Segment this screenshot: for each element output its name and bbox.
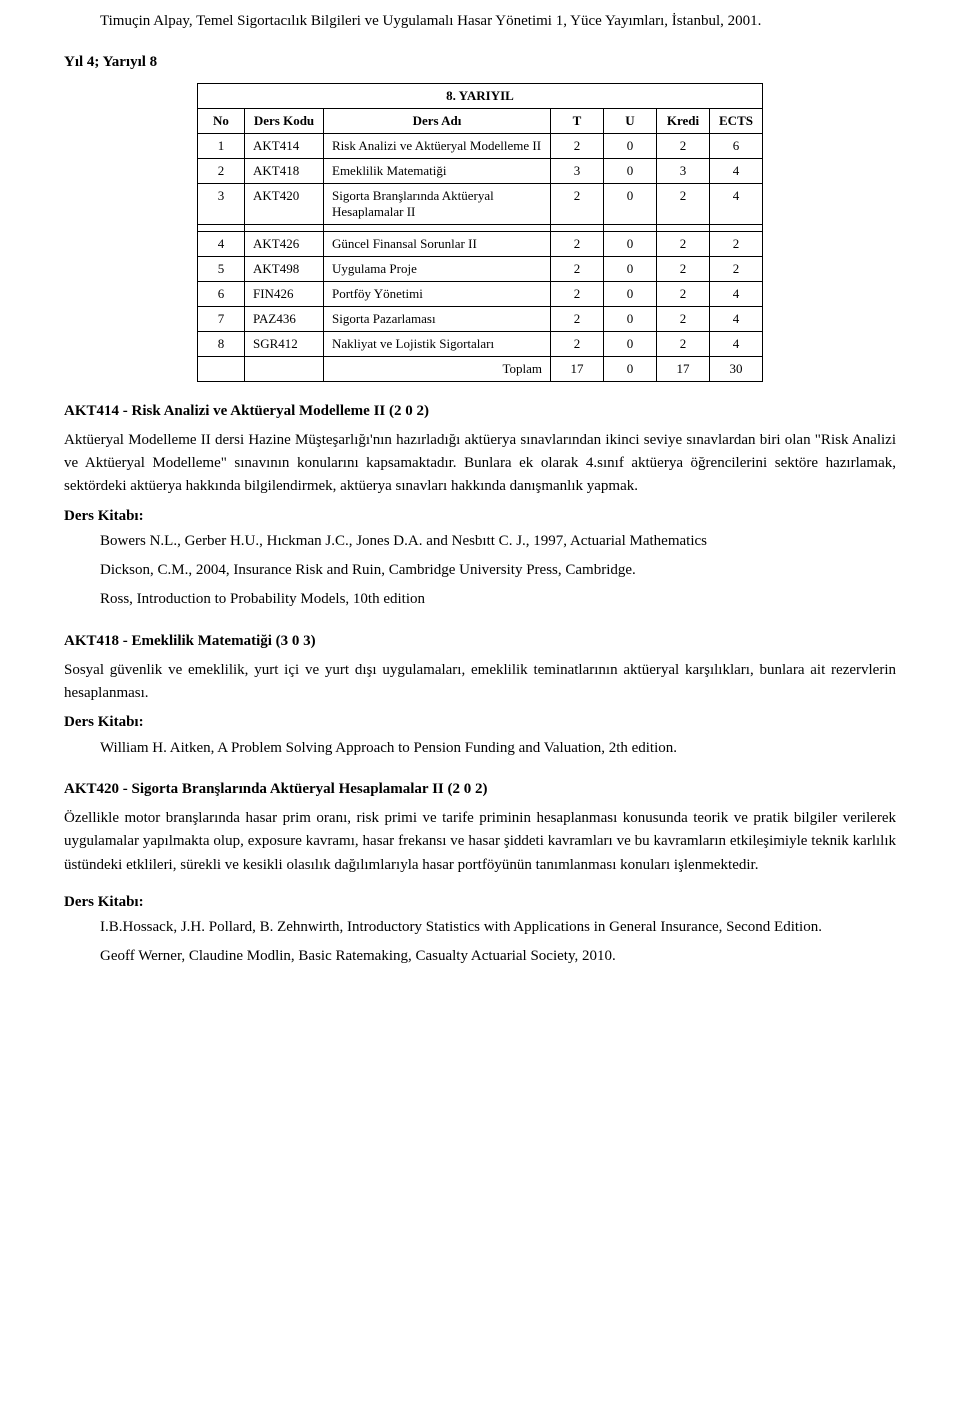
- table-row: 1 AKT414 Risk Analizi ve Aktüeryal Model…: [198, 133, 763, 158]
- intro-reference: Timuçin Alpay, Temel Sigortacılık Bilgil…: [64, 10, 896, 33]
- table-row: 7 PAZ436 Sigorta Pazarlaması 2 0 2 4: [198, 306, 763, 331]
- akt418-heading: AKT418 - Emeklilik Matematiği (3 0 3): [64, 630, 896, 653]
- akt420-kitabi-label: Ders Kitabı:: [64, 891, 896, 914]
- akt418-ref1: William H. Aitken, A Problem Solving App…: [100, 737, 896, 760]
- th-no: No: [198, 108, 245, 133]
- akt414-ref1: Bowers N.L., Gerber H.U., Hıckman J.C., …: [100, 530, 896, 553]
- table-separator: [198, 224, 763, 231]
- akt414-body: Aktüeryal Modelleme II dersi Hazine Müşt…: [64, 429, 896, 499]
- akt414-kitabi-label: Ders Kitabı:: [64, 505, 896, 528]
- akt418-kitabi-label: Ders Kitabı:: [64, 711, 896, 734]
- akt414-ref2: Dickson, C.M., 2004, Insurance Risk and …: [100, 559, 896, 582]
- akt420-body: Özellikle motor branşlarında hasar prim …: [64, 807, 896, 877]
- table-row: 3 AKT420 Sigorta Branşlarında Aktüeryal …: [198, 183, 763, 224]
- table-total-row: Toplam 17 0 17 30: [198, 356, 763, 381]
- course-table: 8. YARIYIL No Ders Kodu Ders Adı T U Kre…: [197, 83, 763, 382]
- th-u: U: [604, 108, 657, 133]
- akt414-heading: AKT414 - Risk Analizi ve Aktüeryal Model…: [64, 400, 896, 423]
- table-row: 5 AKT498 Uygulama Proje 2 0 2 2: [198, 256, 763, 281]
- akt418-body: Sosyal güvenlik ve emeklilik, yurt içi v…: [64, 659, 896, 706]
- table-header-row: No Ders Kodu Ders Adı T U Kredi ECTS: [198, 108, 763, 133]
- table-row: 4 AKT426 Güncel Finansal Sorunlar II 2 0…: [198, 231, 763, 256]
- th-kredi: Kredi: [657, 108, 710, 133]
- year-heading: Yıl 4; Yarıyıl 8: [64, 51, 896, 74]
- th-kodu: Ders Kodu: [245, 108, 324, 133]
- page: Timuçin Alpay, Temel Sigortacılık Bilgil…: [0, 0, 960, 1015]
- akt414-ref3: Ross, Introduction to Probability Models…: [100, 588, 896, 611]
- th-t: T: [551, 108, 604, 133]
- akt420-ref1: I.B.Hossack, J.H. Pollard, B. Zehnwirth,…: [100, 916, 896, 939]
- table-row: 6 FIN426 Portföy Yönetimi 2 0 2 4: [198, 281, 763, 306]
- akt420-ref2: Geoff Werner, Claudine Modlin, Basic Rat…: [100, 945, 896, 968]
- th-adi: Ders Adı: [324, 108, 551, 133]
- table-yariyil-row: 8. YARIYIL: [198, 83, 763, 108]
- table-row: 8 SGR412 Nakliyat ve Lojistik Sigortalar…: [198, 331, 763, 356]
- th-ects: ECTS: [710, 108, 763, 133]
- table-yariyil-cell: 8. YARIYIL: [198, 83, 763, 108]
- akt420-heading: AKT420 - Sigorta Branşlarında Aktüeryal …: [64, 778, 896, 801]
- table-row: 2 AKT418 Emeklilik Matematiği 3 0 3 4: [198, 158, 763, 183]
